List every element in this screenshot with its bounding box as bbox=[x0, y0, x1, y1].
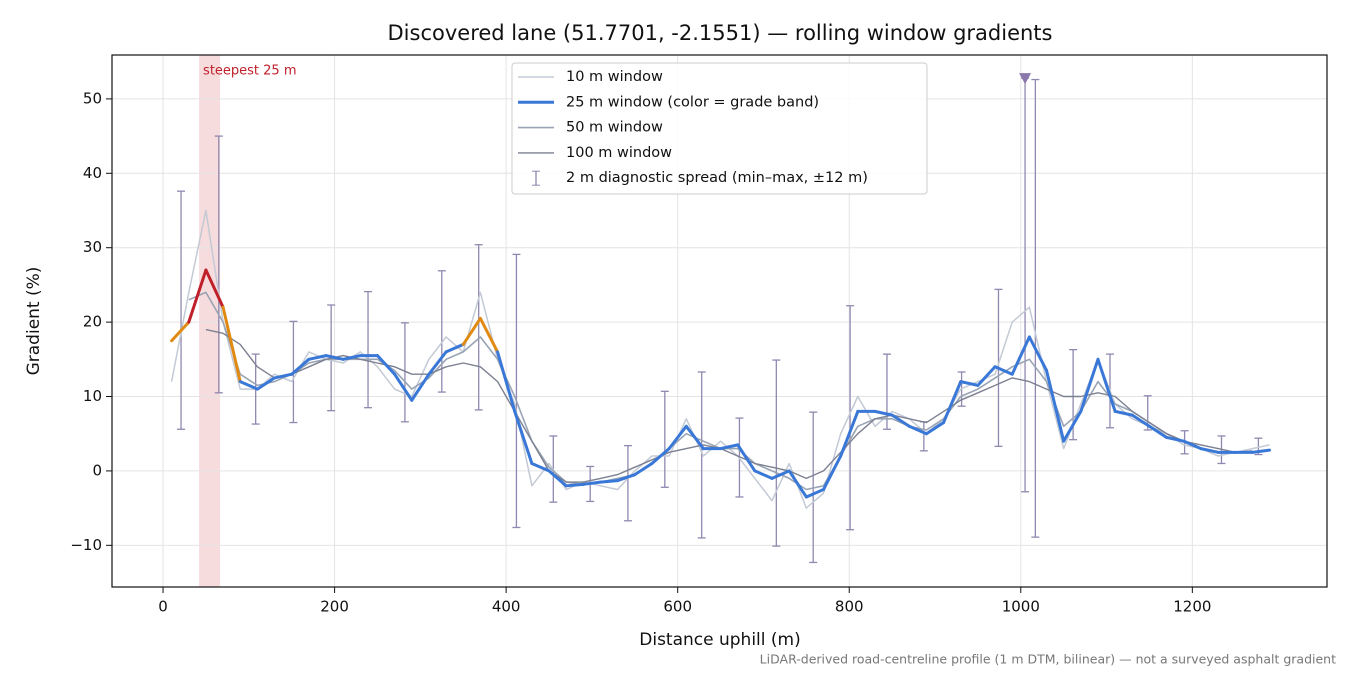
line-segment bbox=[1250, 448, 1272, 454]
line-segment bbox=[341, 354, 362, 361]
line-segment bbox=[924, 421, 946, 436]
line-segment bbox=[650, 447, 671, 465]
y-axis-label: Gradient (%) bbox=[24, 267, 44, 376]
line-segment bbox=[1199, 447, 1220, 454]
line-segment bbox=[890, 413, 911, 428]
line-segment bbox=[530, 461, 551, 473]
x-tick-label: 200 bbox=[320, 598, 349, 616]
chart-title: Discovered lane (51.7701, -2.1551) — rol… bbox=[388, 21, 1053, 45]
legend-label: 100 m window bbox=[566, 145, 672, 161]
line-segment bbox=[324, 354, 345, 361]
y-tick-label: −10 bbox=[70, 536, 102, 554]
line-segment bbox=[753, 469, 774, 480]
legend-label: 25 m window (color = grade band) bbox=[566, 94, 819, 110]
line-segment bbox=[770, 469, 791, 480]
y-tick-label: 20 bbox=[83, 313, 102, 331]
line-segment bbox=[273, 372, 294, 380]
line-segment bbox=[1130, 413, 1151, 428]
line-segment bbox=[1079, 357, 1100, 413]
y-tick-label: 10 bbox=[83, 387, 102, 405]
y-tick-label: 40 bbox=[83, 164, 102, 182]
x-tick-label: 1200 bbox=[1173, 598, 1211, 616]
y-tick-label: 30 bbox=[83, 238, 102, 256]
line-segment bbox=[1113, 409, 1134, 417]
line-segment bbox=[478, 316, 500, 354]
legend-label: 2 m diagnostic spread (min–max, ±12 m) bbox=[566, 170, 868, 186]
line-segment bbox=[427, 350, 448, 376]
line-segment bbox=[839, 409, 860, 458]
line-segment bbox=[1027, 335, 1049, 372]
line-segment bbox=[1147, 424, 1169, 439]
plot-area bbox=[170, 73, 1272, 564]
line-segment bbox=[1096, 357, 1117, 413]
legend-label: 50 m window bbox=[566, 120, 663, 136]
x-tick-label: 800 bbox=[835, 598, 864, 616]
line-segment bbox=[255, 376, 277, 391]
line-segment bbox=[581, 480, 602, 486]
x-axis-label: Distance uphill (m) bbox=[639, 630, 800, 650]
line-segment bbox=[976, 365, 997, 387]
line-segment bbox=[513, 409, 534, 465]
plot-frame bbox=[111, 54, 1328, 588]
line-segment bbox=[187, 268, 208, 324]
line-segment bbox=[959, 380, 980, 387]
line-segment bbox=[547, 469, 568, 488]
line-segment bbox=[564, 482, 585, 488]
line-segment bbox=[1062, 409, 1083, 443]
line-segment bbox=[633, 461, 654, 477]
line-segment bbox=[822, 454, 843, 492]
line-segment bbox=[307, 354, 328, 361]
line-segment bbox=[942, 380, 963, 425]
legend-label: 10 m window bbox=[566, 69, 663, 85]
y-tick-label: 0 bbox=[92, 461, 102, 479]
line-segment bbox=[993, 365, 1014, 376]
line-segment bbox=[496, 350, 517, 413]
line-segment bbox=[907, 424, 928, 436]
line-segment bbox=[787, 469, 808, 499]
line-segment bbox=[221, 305, 242, 384]
line-segment bbox=[804, 488, 826, 499]
line-segment bbox=[204, 268, 225, 309]
footnote: LiDAR-derived road-centreline profile (1… bbox=[760, 652, 1336, 667]
line-segment bbox=[461, 316, 482, 346]
line-segment bbox=[719, 443, 740, 451]
line-segment bbox=[375, 354, 397, 376]
x-tick-label: 0 bbox=[158, 598, 168, 616]
highlight-label: steepest 25 m bbox=[203, 64, 296, 79]
line-segment bbox=[1045, 368, 1066, 443]
line-segment bbox=[238, 380, 259, 391]
line-segment bbox=[736, 443, 757, 473]
line-series bbox=[205, 328, 1253, 483]
line-segment bbox=[1010, 335, 1031, 376]
line-segment bbox=[598, 479, 620, 484]
line-segment bbox=[667, 424, 688, 451]
x-tick-label: 1000 bbox=[1002, 598, 1040, 616]
line-segment bbox=[444, 342, 465, 354]
highlight-span bbox=[199, 55, 221, 587]
line-segment bbox=[290, 357, 311, 376]
line-segment bbox=[170, 320, 191, 343]
y-tick-label: 50 bbox=[83, 89, 102, 107]
x-tick-label: 400 bbox=[492, 598, 521, 616]
line-segment bbox=[616, 473, 637, 483]
line-segment bbox=[410, 372, 431, 402]
peak-marker bbox=[1019, 73, 1032, 85]
line-segment bbox=[1165, 435, 1186, 443]
line-segment bbox=[684, 424, 705, 451]
x-tick-label: 600 bbox=[663, 598, 692, 616]
line-segment bbox=[393, 372, 414, 402]
line-segment bbox=[1182, 439, 1203, 451]
legend-box bbox=[511, 62, 928, 195]
line-segment bbox=[873, 409, 894, 417]
